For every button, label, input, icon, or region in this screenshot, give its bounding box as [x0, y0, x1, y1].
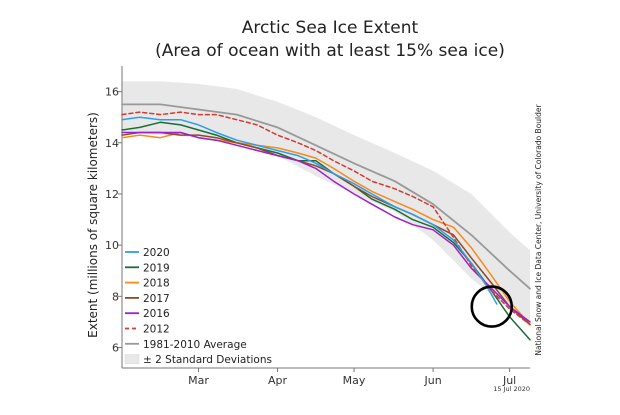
y-axis-label: Extent (millions of square kilometers)	[86, 112, 100, 338]
y-tick-label: 16	[105, 86, 119, 99]
y-tick-label: 8	[112, 290, 119, 303]
y-tick-label: 6	[112, 342, 119, 355]
date-label: 15 Jul 2020	[493, 385, 530, 393]
highlight-circle	[470, 285, 514, 328]
legend-item: 2016	[125, 308, 170, 320]
x-tick-label: Jul	[502, 374, 516, 387]
legend-label: 2018	[143, 278, 170, 290]
legend-label: 2012	[143, 324, 170, 336]
y-tick-label: 10	[105, 239, 119, 252]
x-tick-label: Apr	[268, 374, 288, 387]
x-tick-label: Mar	[188, 374, 209, 387]
legend-label: ± 2 Standard Deviations	[143, 354, 272, 366]
legend-swatch	[124, 354, 140, 364]
std-dev-band	[122, 81, 530, 328]
x-tick-label: May	[343, 374, 366, 387]
x-tick-label: Jun	[424, 374, 442, 387]
legend-item: ± 2 Standard Deviations	[124, 354, 272, 366]
legend-item: 2017	[125, 293, 170, 305]
legend-item: 2018	[125, 278, 170, 290]
chart-title: Arctic Sea Ice Extent	[242, 18, 419, 38]
chart-subtitle: (Area of ocean with at least 15% sea ice…	[155, 41, 505, 61]
y-tick-label: 14	[105, 137, 119, 150]
series-line-2016	[121, 131, 531, 323]
series-line-2020	[121, 116, 498, 305]
legend-label: 2019	[143, 262, 170, 274]
credit-text: National Snow and Ice Data Center, Unive…	[534, 104, 543, 356]
series-line-1981-2010-average	[121, 103, 531, 290]
legend-label: 2017	[143, 293, 170, 305]
legend-item: 2019	[125, 262, 170, 274]
legend-label: 2016	[143, 308, 170, 320]
legend-label: 1981-2010 Average	[143, 339, 247, 351]
legend-item: 1981-2010 Average	[125, 339, 247, 351]
legend-item: 2020	[125, 247, 170, 259]
legend-item: 2012	[125, 324, 170, 336]
y-tick-label: 12	[105, 188, 119, 201]
plot-area: 6 8 10 12 14 16 Mar Apr May Jun Jul 2020 2019 2018 201…	[105, 66, 531, 387]
legend-label: 2020	[143, 247, 170, 259]
